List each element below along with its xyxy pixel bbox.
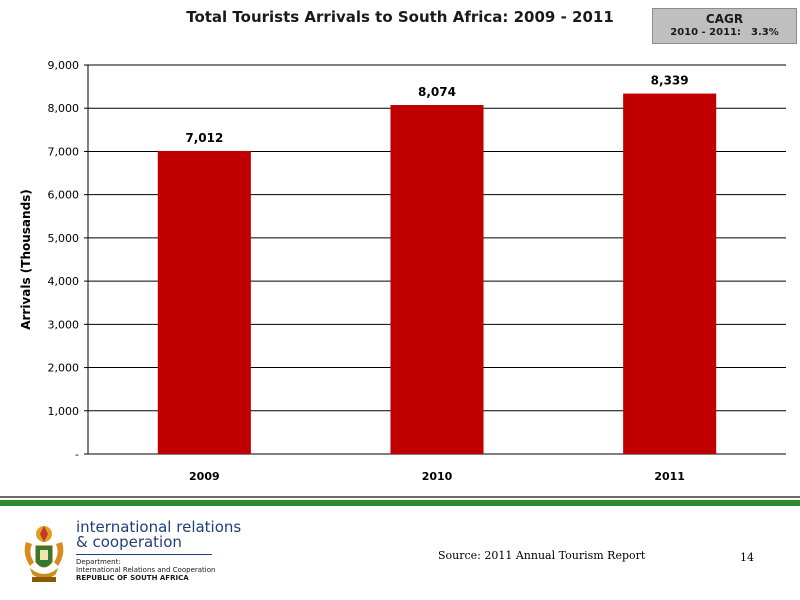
cagr-title: CAGR (705, 12, 744, 26)
y-tick-label: - (75, 448, 79, 461)
y-tick-label: 4,000 (48, 275, 80, 288)
footer-green-band (0, 500, 800, 506)
chart-canvas: - 1,000 2,000 3,000 4,000 5,000 6,000 7,000 8,00… (19, 59, 786, 483)
cagr-line: 2010 - 2011: 3.3% (653, 27, 796, 38)
y-tick-label: 6,000 (48, 189, 80, 202)
logo-line-2: & cooperation (76, 533, 182, 551)
department-logo: international relations & cooperation De… (76, 520, 241, 582)
y-tick-label: 7,000 (48, 145, 80, 158)
x-tick-label: 2009 (189, 470, 220, 483)
chart-title: Total Tourists Arrivals to South Africa:… (186, 8, 614, 26)
logo-country: REPUBLIC OF SOUTH AFRICA (76, 574, 189, 582)
y-tick-label: 8,000 (48, 102, 80, 115)
y-tick-label: 3,000 (48, 318, 80, 331)
logo-dept-label: Department: (76, 558, 121, 566)
y-tick-label: 2,000 (48, 362, 80, 375)
cagr-period: 2010 - 2011: (670, 27, 742, 38)
y-tick-label: 1,000 (48, 405, 80, 418)
logo-line-1: international relations (76, 518, 242, 536)
y-tick-label: 5,000 (48, 232, 80, 245)
footer-divider (0, 496, 800, 498)
bar (157, 150, 251, 454)
y-tick-label: 9,000 (48, 59, 80, 72)
source-note: Source: 2011 Annual Tourism Report (438, 549, 646, 562)
bar (623, 93, 717, 454)
bar (390, 105, 484, 455)
cagr-value: 3.3% (751, 27, 779, 38)
data-label: 7,012 (185, 131, 223, 145)
page-number: 14 (740, 551, 754, 564)
data-label: 8,339 (651, 74, 689, 88)
logo-rule (76, 554, 212, 555)
logo-dept-name: International Relations and Cooperation (76, 566, 216, 574)
x-tick-label: 2010 (422, 470, 453, 483)
data-label: 8,074 (418, 85, 456, 99)
x-tick-label: 2011 (654, 470, 685, 483)
cagr-box: CAGR 2010 - 2011: 3.3% (652, 8, 797, 44)
y-axis-title: Arrivals (Thousands) (19, 189, 33, 330)
coat-of-arms-icon (24, 526, 64, 582)
